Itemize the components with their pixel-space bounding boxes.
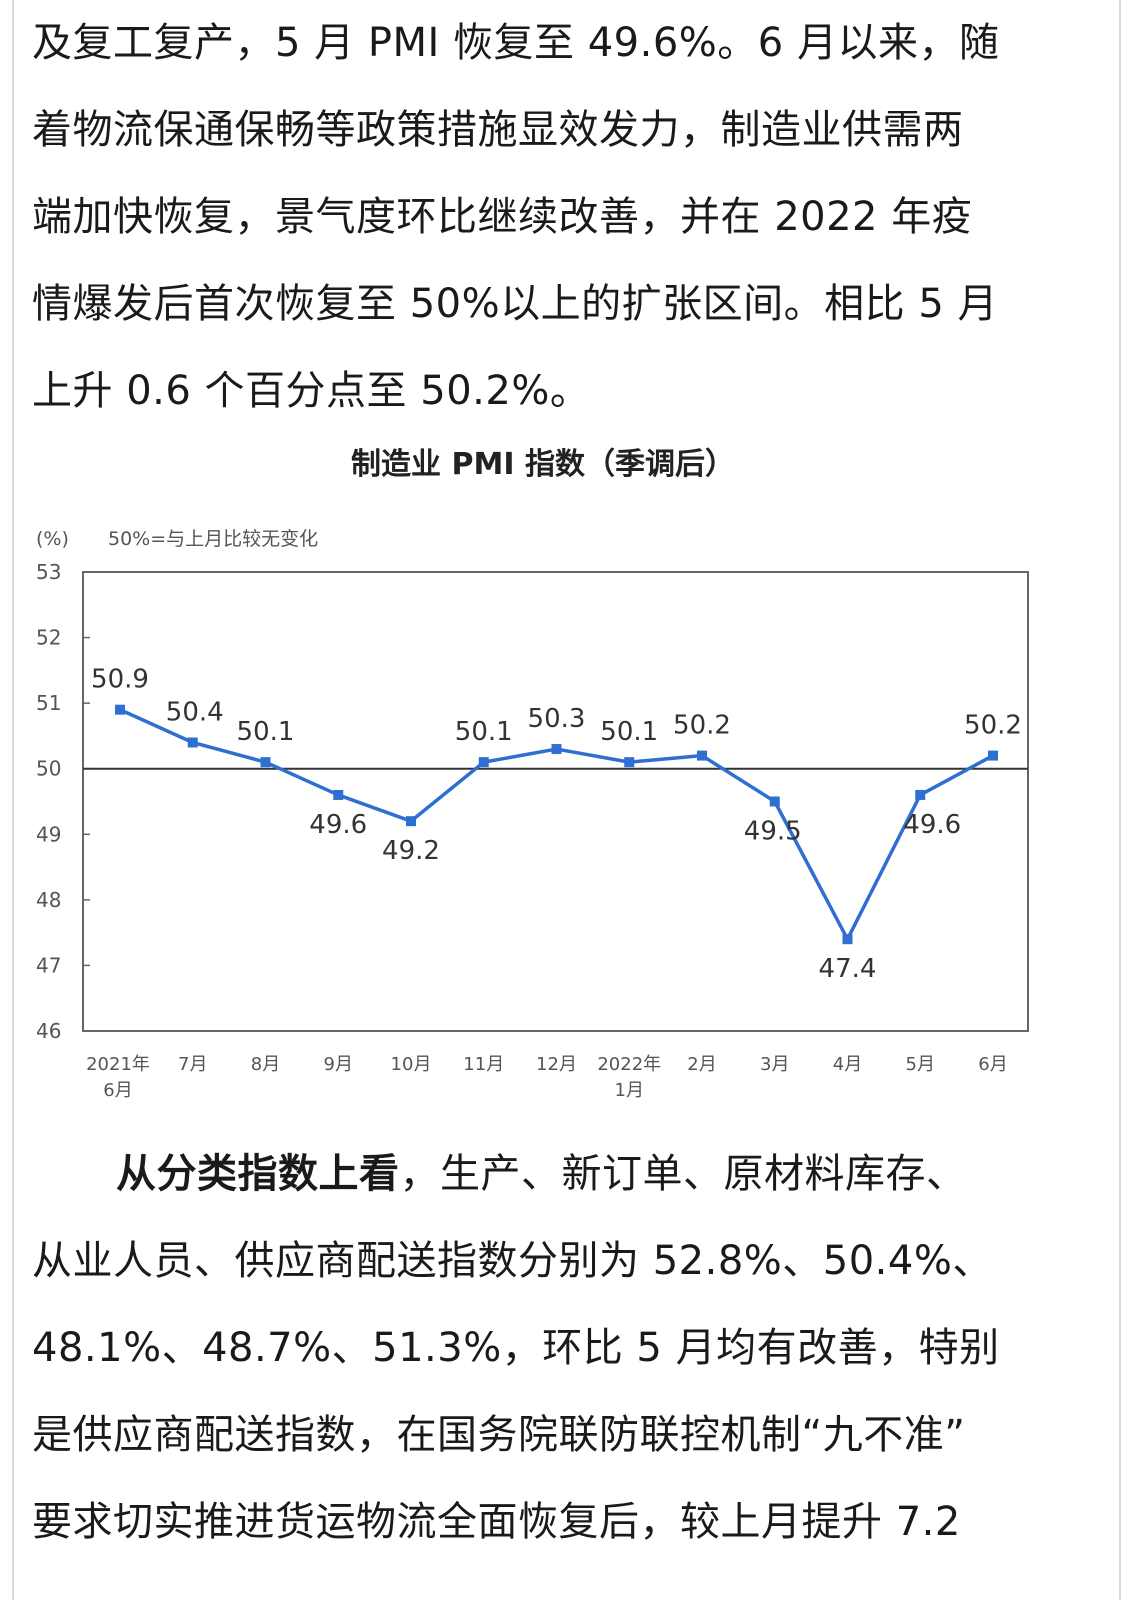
page-edge-right	[1119, 0, 1121, 1600]
data-label: 50.2	[964, 711, 1022, 741]
data-label: 50.1	[237, 717, 295, 747]
x-tick-label: 2022年	[597, 1054, 661, 1075]
text-line: 端加快恢复，景气度环比继续改善，并在 2022 年疫	[32, 194, 973, 240]
data-label: 50.1	[455, 717, 513, 747]
x-tick-label: 1月	[615, 1080, 644, 1101]
y-tick-label: 49	[36, 822, 61, 846]
text-line: 及复工复产，5 月 PMI 恢复至 49.6%。6 月以来，随	[32, 20, 1000, 66]
text-line: 48.1%、48.7%、51.3%，环比 5 月均有改善，特别	[32, 1325, 1000, 1371]
data-point	[478, 757, 489, 768]
x-tick-label: 8月	[251, 1054, 280, 1075]
x-tick-label: 3月	[760, 1054, 789, 1075]
x-tick-label: 6月	[978, 1054, 1007, 1075]
x-tick-label: 2月	[687, 1054, 716, 1075]
y-tick-label: 48	[36, 888, 61, 912]
data-label: 50.9	[91, 665, 149, 695]
data-point	[333, 789, 344, 800]
x-tick-label: 12月	[536, 1054, 577, 1075]
data-label: 50.3	[528, 704, 586, 734]
data-point	[551, 744, 562, 755]
paragraph-subindices: 从分类指数上看，生产、新订单、原材料库存、 从业人员、供应商配送指数分别为 52…	[32, 1131, 1082, 1566]
chart-title: 制造业 PMI 指数（季调后）	[351, 447, 735, 482]
y-tick-label: 52	[36, 626, 61, 650]
x-tick-label: 11月	[463, 1054, 504, 1075]
pmi-chart-svg: 制造业 PMI 指数（季调后） (%) 50%=与上月比较无变化 53 52 51 50 49…	[36, 447, 1029, 1101]
page-edge-left	[12, 0, 14, 1600]
data-point	[769, 796, 780, 807]
y-axis-unit: (%)	[36, 528, 69, 550]
pmi-chart: 制造业 PMI 指数（季调后） (%) 50%=与上月比较无变化 53 52 51 50 49…	[0, 430, 1131, 1130]
x-tick-label: 4月	[833, 1054, 862, 1075]
data-point	[697, 750, 707, 761]
y-tick-label: 53	[36, 560, 61, 584]
bold-lead: 从分类指数上看	[116, 1151, 400, 1197]
data-label: 50.4	[166, 697, 224, 727]
data-label: 49.5	[744, 817, 802, 847]
chart-annotation: 50%=与上月比较无变化	[108, 528, 318, 550]
x-tick-label: 9月	[324, 1054, 353, 1075]
text-line: 要求切实推进货运物流全面恢复后，较上月提升 7.2	[32, 1499, 961, 1545]
data-label: 49.6	[309, 810, 367, 840]
data-point	[187, 737, 198, 748]
data-point	[842, 934, 853, 945]
x-tick-label: 6月	[103, 1080, 132, 1101]
data-label: 50.2	[673, 711, 731, 741]
x-tick-label: 10月	[391, 1054, 432, 1075]
data-point	[260, 757, 271, 768]
data-point	[115, 704, 125, 715]
x-tick-label: 2021年	[86, 1054, 150, 1075]
text-line: 上升 0.6 个百分点至 50.2%。	[32, 368, 591, 414]
y-tick-label: 47	[36, 953, 61, 977]
y-tick-label: 50	[36, 757, 61, 781]
x-tick-label: 5月	[906, 1054, 935, 1075]
y-tick-label: 51	[36, 691, 61, 715]
data-label: 47.4	[819, 954, 877, 984]
text-line: 从分类指数上看，生产、新订单、原材料库存、	[32, 1131, 1082, 1218]
data-point	[915, 789, 926, 800]
data-label: 49.2	[382, 836, 440, 866]
text-line: 情爆发后首次恢复至 50%以上的扩张区间。相比 5 月	[32, 281, 998, 327]
text-span: ，生产、新订单、原材料库存、	[399, 1151, 967, 1197]
data-point	[988, 750, 998, 761]
data-label: 50.1	[600, 717, 658, 747]
x-tick-label: 7月	[178, 1054, 207, 1075]
data-point	[406, 816, 416, 827]
text-line: 是供应商配送指数，在国务院联防联控机制“九不准”	[32, 1412, 966, 1458]
text-line: 着物流保通保畅等政策措施显效发力，制造业供需两	[32, 107, 964, 153]
text-line: 从业人员、供应商配送指数分别为 52.8%、50.4%、	[32, 1238, 993, 1284]
paragraph-intro: 及复工复产，5 月 PMI 恢复至 49.6%。6 月以来，随 着物流保通保畅等…	[32, 0, 1082, 435]
plot-frame	[82, 571, 1029, 1032]
data-label: 49.6	[903, 810, 961, 840]
data-point	[624, 757, 635, 768]
y-tick-label: 46	[36, 1019, 61, 1043]
